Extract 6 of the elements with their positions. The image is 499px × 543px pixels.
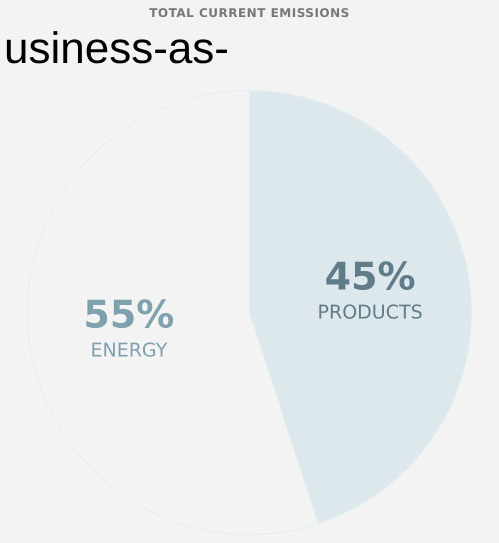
text: usiness-as- <box>4 24 229 74</box>
slice-label: ENERGY <box>90 340 168 362</box>
chart-title: TOTAL CURRENT EMISSIONS <box>148 6 351 20</box>
data-label: 55% <box>83 292 174 336</box>
data-label: 45% <box>324 254 416 298</box>
slice-label: PRODUCTS <box>318 301 423 324</box>
